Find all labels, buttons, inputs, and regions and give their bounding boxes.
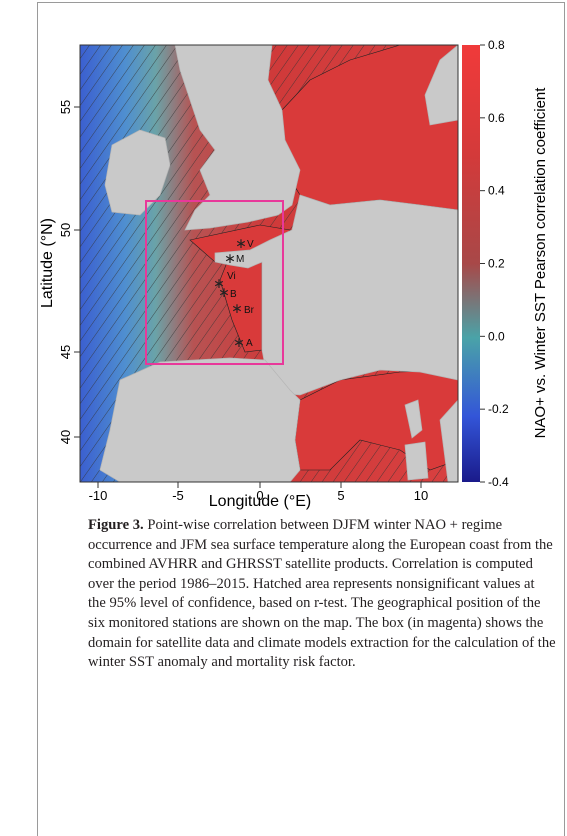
colorbar-tick-label: -0.2 xyxy=(488,402,509,416)
colorbar-tick-label: 0.2 xyxy=(488,257,505,271)
station-marker: ∗ xyxy=(235,235,247,251)
station-label: V xyxy=(247,239,254,250)
station-label: Vi xyxy=(227,271,236,282)
x-tick-label: 0 xyxy=(256,488,263,503)
station-label: M xyxy=(236,254,244,265)
colorbar-tick-label: 0.4 xyxy=(488,184,505,198)
station-marker: ∗ xyxy=(218,284,230,300)
colorbar-tick-label: 0.6 xyxy=(488,111,505,125)
y-tick-label: 50 xyxy=(58,223,73,237)
colorbar-tick-label: -0.4 xyxy=(488,475,509,489)
x-tick-label: -5 xyxy=(172,488,184,503)
colorbar-label: NAO+ vs. Winter SST Pearson correlation … xyxy=(532,87,549,439)
station-marker: ∗ xyxy=(231,300,243,316)
map-border xyxy=(79,44,459,483)
station-marker: ∗ xyxy=(213,275,225,291)
y-axis-label: Latitude (°N) xyxy=(39,218,56,308)
x-tick-label: -10 xyxy=(89,488,108,503)
station-label: A xyxy=(246,338,253,349)
station-marker: ∗ xyxy=(233,334,245,350)
x-tick-label: 5 xyxy=(337,488,344,503)
figure: Longitude (°E) Latitude (°N) NAO+ vs. Wi… xyxy=(39,38,549,510)
y-tick-label: 40 xyxy=(58,430,73,444)
figure-frame xyxy=(37,2,565,836)
station-label: Br xyxy=(244,305,255,316)
domain-box xyxy=(145,200,284,365)
caption-text: Point-wise correlation between DJFM wint… xyxy=(88,517,556,671)
y-tick-label: 55 xyxy=(58,100,73,114)
x-tick-label: 10 xyxy=(414,488,428,503)
caption-label: Figure 3. xyxy=(88,517,144,533)
map xyxy=(80,45,458,482)
colorbar-tick-label: 0.0 xyxy=(488,329,505,343)
station-label: B xyxy=(230,289,237,300)
station-marker: ∗ xyxy=(224,250,236,266)
colorbar-tick-label: 0.8 xyxy=(488,38,505,52)
y-tick-label: 45 xyxy=(58,345,73,359)
caption: Figure 3. Point-wise correlation between… xyxy=(88,516,556,673)
land xyxy=(99,45,458,482)
colorbar xyxy=(462,45,480,482)
x-axis-label: Longitude (°E) xyxy=(209,493,311,510)
